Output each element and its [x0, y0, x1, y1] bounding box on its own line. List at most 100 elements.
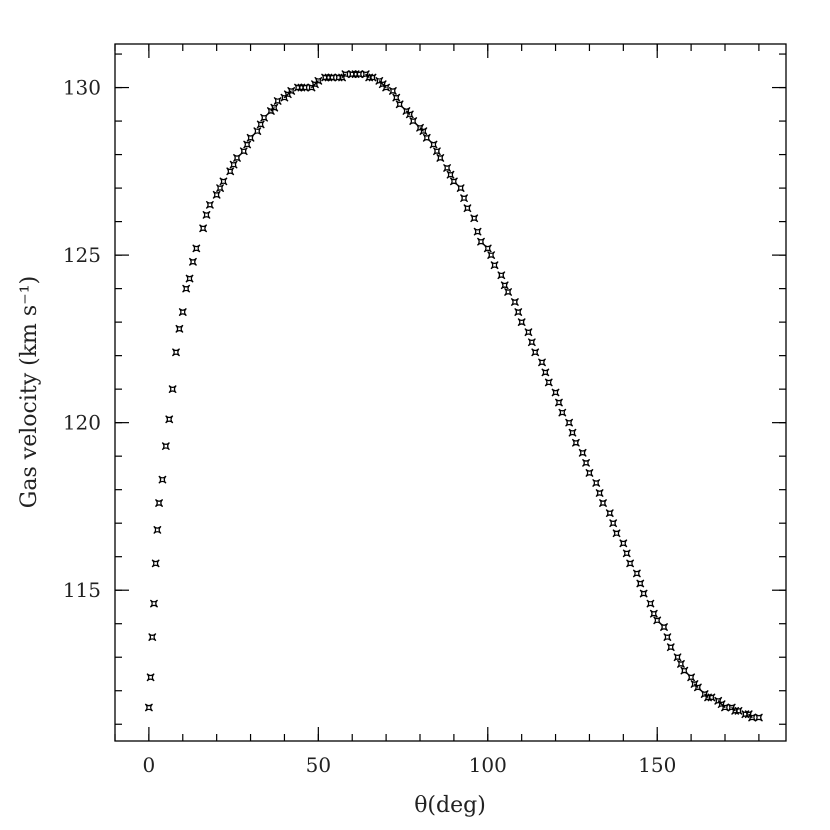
data-point — [409, 117, 418, 126]
x-tick-label: 0 — [143, 753, 156, 777]
data-point — [273, 96, 282, 106]
data-point — [158, 475, 167, 484]
data-point — [212, 190, 221, 199]
data-point — [402, 106, 411, 116]
data-point — [744, 710, 753, 719]
data-point — [527, 338, 536, 347]
data-point — [185, 274, 194, 283]
data-point — [676, 659, 685, 668]
tick-labels: 0 50 100 150 115 120 125 130 — [63, 76, 677, 777]
data-point — [612, 529, 621, 538]
data-point — [153, 525, 162, 534]
data-point — [578, 448, 587, 457]
data-point — [226, 167, 235, 176]
data-point — [182, 284, 191, 293]
data-point — [510, 297, 519, 307]
data-point — [436, 153, 445, 162]
data-point — [473, 227, 482, 236]
data-point — [653, 616, 662, 625]
data-point — [232, 153, 242, 162]
y-tick-label: 125 — [63, 243, 101, 267]
data-point — [487, 251, 496, 260]
data-point — [144, 703, 153, 712]
data-point — [551, 388, 560, 397]
data-point — [470, 214, 479, 223]
data-point — [443, 163, 452, 173]
data-point — [432, 147, 441, 156]
data-point — [568, 428, 577, 437]
data-point — [161, 442, 170, 451]
data-point — [504, 287, 513, 297]
data-point — [497, 271, 506, 280]
data-point — [148, 633, 157, 642]
data-point — [619, 539, 628, 548]
data-point — [571, 438, 580, 447]
data-point — [405, 110, 414, 119]
data-point — [151, 559, 160, 568]
data-point — [178, 308, 187, 317]
data-point — [382, 83, 391, 92]
data-point — [582, 458, 591, 467]
data-point — [558, 408, 567, 417]
data-point — [541, 368, 550, 377]
data-point — [663, 633, 672, 642]
data-point — [314, 76, 323, 85]
data-point — [270, 103, 279, 112]
data-point — [422, 133, 431, 142]
data-point — [687, 673, 696, 682]
data-points — [144, 70, 763, 722]
data-point — [622, 549, 631, 558]
data-point — [246, 133, 255, 142]
data-point — [415, 123, 425, 132]
data-point — [727, 703, 736, 712]
data-point — [524, 328, 533, 337]
x-tick-label: 50 — [306, 753, 331, 777]
data-point — [649, 609, 658, 618]
data-point — [463, 204, 472, 213]
data-point — [476, 237, 486, 246]
data-point — [554, 398, 563, 407]
data-point — [229, 160, 238, 169]
data-point — [636, 579, 645, 588]
data-point — [666, 643, 675, 652]
y-tick-label: 120 — [63, 411, 101, 435]
data-point — [565, 418, 574, 427]
data-point — [490, 261, 499, 270]
major-ticks — [115, 44, 786, 741]
data-point — [500, 281, 509, 290]
y-tick-label: 115 — [63, 578, 101, 602]
data-point — [202, 210, 211, 219]
data-point — [146, 673, 155, 682]
data-point — [673, 653, 682, 662]
data-point — [754, 713, 763, 722]
data-point — [680, 666, 689, 675]
data-point — [216, 184, 225, 193]
data-point — [149, 599, 159, 608]
data-point — [175, 324, 184, 333]
data-point — [514, 308, 523, 317]
data-point — [239, 147, 248, 156]
data-point — [659, 623, 669, 632]
data-point — [253, 127, 262, 136]
data-point — [256, 120, 265, 129]
data-point — [446, 170, 455, 179]
data-point — [460, 194, 469, 203]
y-tick-label: 130 — [63, 76, 101, 100]
data-point — [378, 80, 387, 89]
data-point — [598, 499, 608, 508]
data-point — [199, 224, 208, 233]
data-point — [219, 177, 228, 186]
data-point — [517, 318, 526, 327]
data-point — [168, 385, 177, 394]
x-axis-label: θ(deg) — [414, 793, 486, 818]
data-point — [592, 478, 601, 488]
x-tick-label: 100 — [469, 753, 507, 777]
plot-frame — [114, 43, 787, 742]
data-point — [609, 519, 618, 528]
data-point — [707, 693, 716, 702]
data-point — [605, 509, 614, 518]
data-point — [449, 177, 458, 186]
data-point — [483, 244, 492, 253]
data-point — [429, 140, 438, 149]
